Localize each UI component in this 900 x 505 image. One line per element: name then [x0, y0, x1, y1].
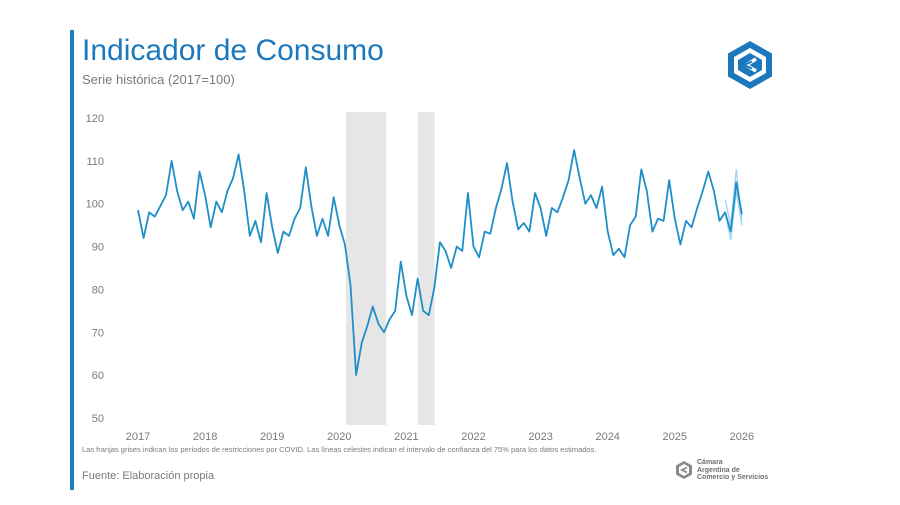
y-tick-label: 80 [92, 284, 104, 296]
y-tick-label: 60 [92, 370, 104, 382]
brand-logo-icon [728, 41, 772, 89]
y-tick-label: 100 [86, 199, 104, 211]
footer-org-name: Cámara Argentina de Comercio y Servicios [697, 459, 768, 482]
y-tick-label: 70 [92, 327, 104, 339]
accent-bar [70, 30, 74, 490]
covid-band [417, 112, 435, 425]
series-line [137, 149, 743, 376]
x-tick-label: 2024 [595, 431, 619, 443]
source-label: Fuente: Elaboración propia [82, 470, 215, 482]
y-tick-label: 90 [92, 242, 104, 254]
y-tick-label: 110 [86, 156, 104, 168]
y-tick-label: 50 [92, 413, 104, 425]
covid-band [346, 112, 387, 425]
page-subtitle: Serie histórica (2017=100) [82, 72, 235, 87]
x-tick-label: 2020 [327, 431, 351, 443]
footer-logo-icon [676, 461, 692, 479]
footer-org-line: Argentina de [697, 466, 740, 474]
x-tick-label: 2023 [528, 431, 552, 443]
chart-footnote: Las franjas grises indican los períodos … [82, 445, 597, 454]
y-tick-label: 120 [86, 113, 104, 125]
x-tick-label: 2025 [663, 431, 687, 443]
x-tick-label: 2021 [394, 431, 418, 443]
x-tick-label: 2018 [193, 431, 217, 443]
confidence-lower-line [724, 190, 743, 241]
footer-org-line: Cámara [697, 459, 723, 466]
x-tick-label: 2022 [461, 431, 485, 443]
x-tick-label: 2017 [126, 431, 150, 443]
x-tick-label: 2026 [730, 431, 754, 443]
footer-org-line: Comercio y Servicios [697, 474, 769, 481]
page-title: Indicador de Consumo [82, 34, 384, 67]
x-tick-label: 2019 [260, 431, 284, 443]
